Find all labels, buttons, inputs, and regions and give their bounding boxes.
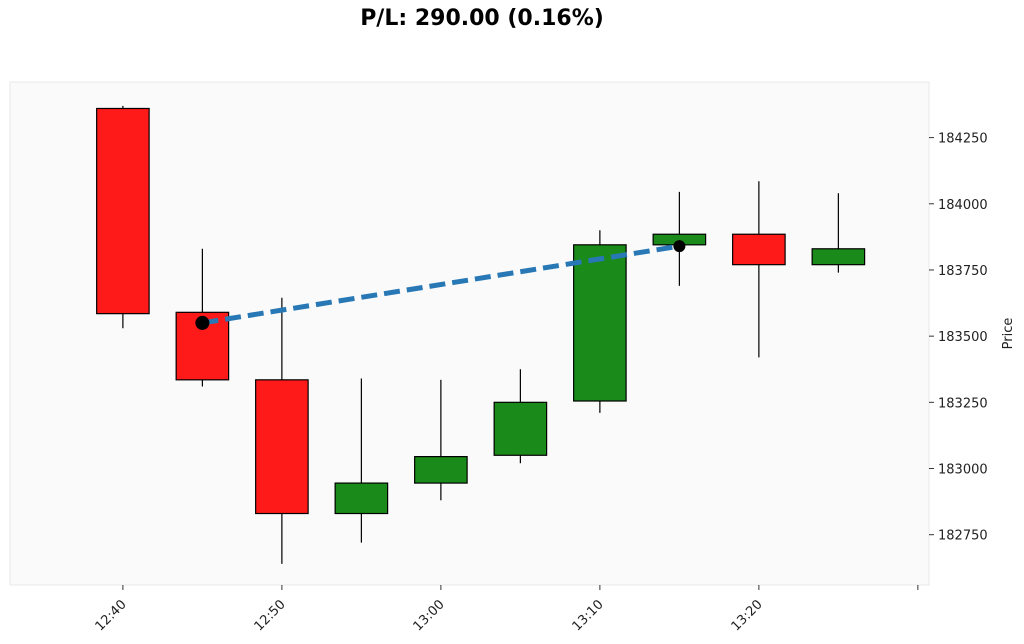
y-tick-label: 182750 — [938, 529, 988, 544]
y-axis: 182750 183000 183250 183500 183750 184000 1842… — [929, 132, 988, 544]
x-tick-label: 12:40 — [93, 597, 130, 634]
candle-9 — [811, 193, 866, 273]
candle-8 — [732, 181, 786, 358]
candle-6 — [573, 230, 627, 413]
candle-body — [573, 244, 627, 402]
x-tick-label: 12:50 — [252, 597, 289, 634]
x-tick-label: 13:20 — [729, 597, 766, 634]
y-axis-label: Price — [1001, 318, 1016, 350]
candles-layer — [96, 105, 866, 564]
candle-body — [811, 248, 866, 266]
plot-area — [9, 81, 930, 586]
y-tick-label: 184000 — [938, 198, 988, 213]
chart-title: P/L: 290.00 (0.16%) — [360, 6, 604, 31]
y-tick-label: 183500 — [938, 330, 988, 345]
candle-body — [414, 456, 468, 484]
y-tick-label: 184250 — [938, 132, 988, 147]
candle-0 — [96, 105, 150, 329]
candle-body — [334, 482, 389, 515]
x-tick-label: 13:00 — [411, 597, 448, 634]
y-tick-label: 183250 — [938, 396, 988, 411]
candle-2 — [255, 297, 309, 564]
y-tick-label: 183000 — [938, 463, 988, 478]
trade-exit-marker — [673, 240, 686, 253]
candle-body — [732, 233, 786, 266]
trade-line-0 — [201, 243, 680, 326]
candle-body — [96, 107, 150, 315]
candle-4 — [414, 379, 468, 501]
trade-entry-marker — [195, 315, 210, 330]
candle-body — [493, 401, 548, 456]
candle-3 — [334, 378, 389, 543]
candle-body — [255, 379, 309, 515]
candle-5 — [493, 369, 548, 464]
x-tick-label: 13:10 — [570, 597, 607, 634]
trades-layer — [195, 240, 686, 330]
y-tick-label: 183750 — [938, 264, 988, 279]
x-axis: 12:40 12:50 13:00 13:10 13:20 — [93, 585, 919, 634]
